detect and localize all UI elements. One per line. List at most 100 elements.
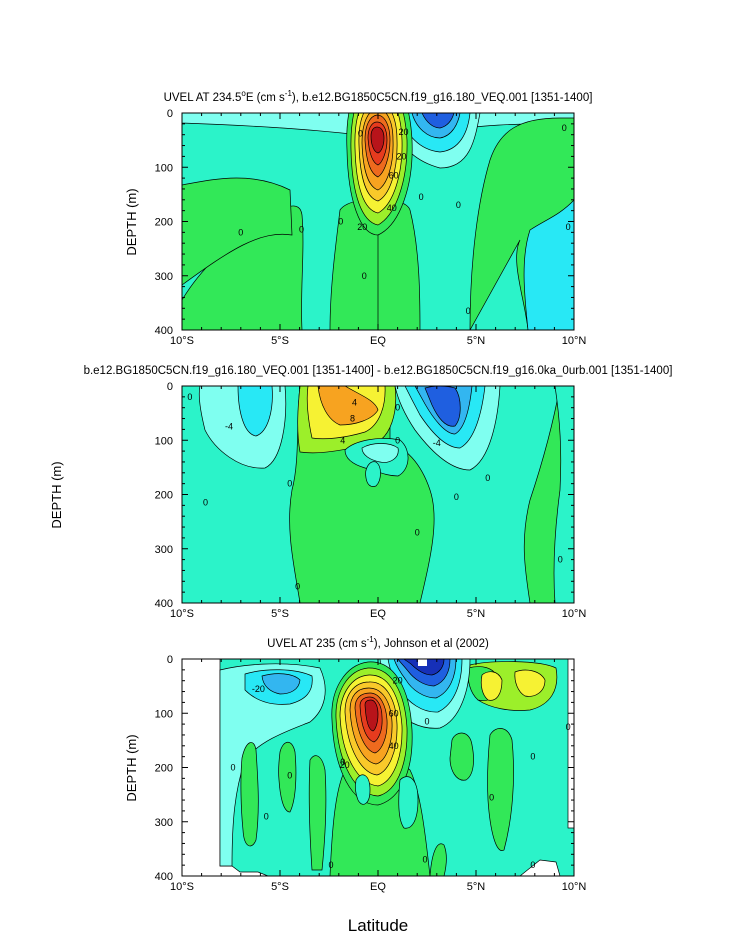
panel-2: b.e12.BG1850C5CN.f19_g16.180_VEQ.001 [13…	[84, 365, 673, 620]
panel-3-green-west-3	[308, 755, 327, 871]
x-tick-label: 5°S	[271, 881, 289, 893]
contour-label: 20	[340, 760, 350, 770]
contour-label: 4	[352, 397, 357, 407]
contour-label: 0	[423, 855, 428, 865]
contour-label: 60	[389, 708, 399, 718]
contour-label: 0	[530, 860, 535, 870]
contour-label: 0	[419, 192, 424, 202]
x-tick-label: EQ	[370, 881, 386, 893]
contour-label: 0	[328, 860, 333, 870]
contour-label: 0	[456, 200, 461, 210]
panel-3-green-low-1	[429, 843, 447, 876]
x-tick-label: 5°N	[467, 335, 486, 347]
contour-label: 40	[389, 741, 399, 751]
panel-3-ylabel: DEPTH (m)	[124, 734, 139, 801]
y-tick-label: 100	[155, 162, 173, 174]
contour-label: 40	[387, 203, 397, 213]
contour-label: 0	[362, 271, 367, 281]
contour-label: 0	[566, 222, 571, 232]
panel-3-yellow-east-2	[514, 669, 546, 697]
contour-label: 0	[415, 527, 420, 537]
contour-label: 0	[238, 227, 243, 237]
x-tick-label: 10°N	[562, 335, 587, 347]
panel-3-cyan-1	[219, 663, 326, 867]
x-tick-label: 5°S	[271, 335, 289, 347]
y-tick-label: 100	[155, 435, 173, 447]
y-tick-label: 0	[167, 654, 173, 666]
side-ylabel: DEPTH (m)	[49, 461, 64, 528]
contour-label: 60	[389, 170, 399, 180]
panel-1-cyan-right-bottom	[523, 199, 574, 330]
x-tick-label: 10°N	[562, 608, 587, 620]
contour-label: 0	[230, 763, 235, 773]
contour-label: 0	[340, 757, 345, 767]
panel-3-jet-7	[364, 699, 379, 732]
panel-3-green-east-2	[487, 728, 514, 851]
panel-1-title: UVEL AT 234.5oE (cm s-1), b.e12.BG1850C5…	[164, 89, 593, 104]
panel-2-cyan2-west	[237, 386, 273, 437]
x-tick-label: 10°S	[170, 608, 194, 620]
panel-1-ylabel: DEPTH (m)	[124, 188, 139, 255]
panel-2-contour-labels: 4 8 4 -4 0 0 0 -4 0 0 0 0 0 0 0	[187, 392, 562, 592]
contour-label: 0	[566, 722, 571, 732]
panel-2-aqua-blob	[365, 461, 381, 487]
contour-label: 0	[264, 811, 269, 821]
y-tick-label: 200	[155, 217, 173, 229]
contour-label: 0	[338, 217, 343, 227]
y-tick-label: 400	[155, 598, 173, 610]
panel-3-green-west-1	[240, 742, 259, 847]
contour-label: 0	[395, 403, 400, 413]
contour-label: 0	[562, 123, 567, 133]
panel-3-green-west-2	[278, 741, 297, 813]
panel-1-jet-7	[370, 126, 385, 154]
panel-1-field	[182, 113, 574, 330]
panel-2-neg-center-2	[361, 443, 399, 463]
panel-3-title: UVEL AT 235 (cm s-1), Johnson et al (200…	[267, 635, 489, 650]
contour-label: 0	[287, 771, 292, 781]
panel-3-green-east	[449, 732, 474, 781]
panel-3-field	[219, 659, 574, 876]
panel-2-field	[182, 386, 574, 603]
contour-label: 20	[398, 127, 408, 137]
panel-1-blue-4	[421, 113, 455, 129]
panel-3-aqua-blob-2	[398, 776, 419, 829]
contour-label: 0	[187, 392, 192, 402]
x-tick-label: 10°N	[562, 881, 587, 893]
x-tick-label: 10°S	[170, 881, 194, 893]
panel-1-green-sw	[182, 177, 293, 286]
contour-label: 0	[299, 225, 304, 235]
x-tick-label: EQ	[370, 608, 386, 620]
x-tick-label: 5°N	[467, 881, 486, 893]
y-tick-label: 200	[155, 763, 173, 775]
y-tick-label: 400	[155, 871, 173, 883]
contour-label: 8	[350, 414, 355, 424]
panel-3-yellow-east	[480, 671, 503, 701]
contour-label: 0	[454, 492, 459, 502]
panel-3-cyan-3	[261, 673, 301, 695]
contour-label: 20	[357, 222, 367, 232]
panel-3-aqua-blob-1	[355, 774, 371, 805]
contour-label: 0	[466, 306, 471, 316]
y-tick-label: 200	[155, 490, 173, 502]
panel-1: UVEL AT 234.5oE (cm s-1), b.e12.BG1850C5…	[124, 89, 593, 347]
y-tick-label: 400	[155, 325, 173, 337]
contour-label: 0	[395, 435, 400, 445]
contour-label: 0	[485, 473, 490, 483]
x-tick-label: 10°S	[170, 335, 194, 347]
x-axis-label: Latitude	[348, 916, 409, 935]
contour-label: 0	[530, 752, 535, 762]
y-tick-label: 0	[167, 108, 173, 120]
x-tick-label: 5°N	[467, 608, 486, 620]
contour-label: 0	[203, 498, 208, 508]
panel-3-missing-box	[418, 659, 427, 666]
contour-label: 0	[558, 555, 563, 565]
panel-3: UVEL AT 235 (cm s-1), Johnson et al (200…	[124, 635, 586, 893]
contour-label: 0	[287, 479, 292, 489]
x-tick-label: 5°S	[271, 608, 289, 620]
y-tick-label: 300	[155, 544, 173, 556]
panel-2-title: b.e12.BG1850C5CN.f19_g16.180_VEQ.001 [13…	[84, 365, 673, 377]
